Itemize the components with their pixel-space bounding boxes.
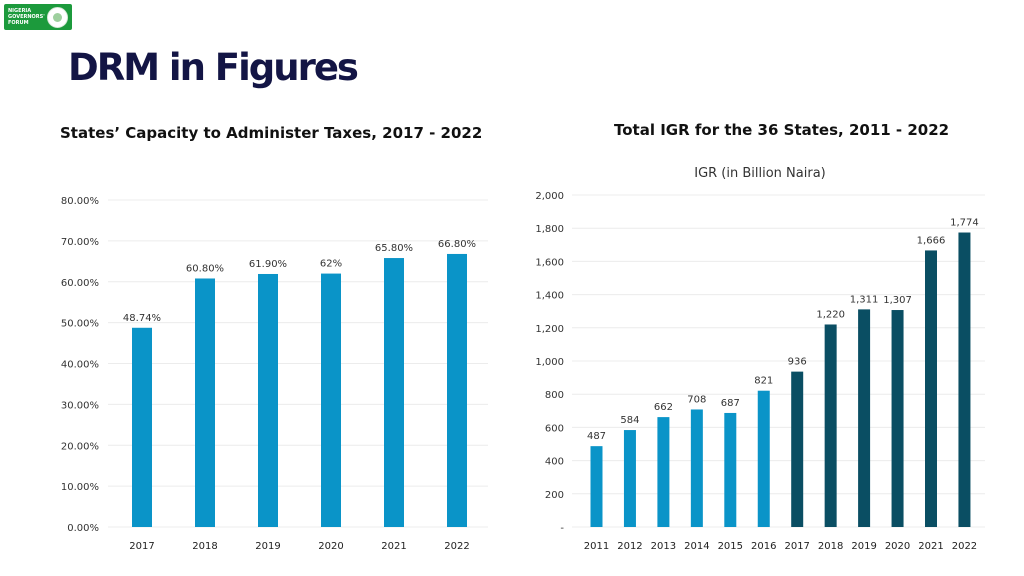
x-tick-label-2015: 2015 [718, 541, 743, 552]
data-label-2019: 61.90% [249, 259, 287, 270]
x-tick-label-2014: 2014 [684, 541, 709, 552]
x-tick-label-2011: 2011 [584, 541, 609, 552]
chart-title-total-igr: Total IGR for the 36 States, 2011 - 2022 [614, 121, 950, 139]
data-label-2016: 821 [754, 376, 773, 387]
y-tick-label: 600 [545, 423, 564, 434]
chart-title-tax-capacity: States’ Capacity to Administer Taxes, 20… [60, 124, 483, 142]
y-tick-label: 10.00% [61, 482, 99, 493]
x-tick-label-2022: 2022 [444, 541, 469, 552]
x-tick-label-2013: 2013 [651, 541, 676, 552]
data-label-2012: 584 [620, 415, 639, 426]
chart-legend-igr: IGR (in Billion Naira) [694, 166, 826, 181]
data-label-2017: 48.74% [123, 313, 161, 324]
bar-2012 [623, 430, 636, 527]
nigeria-governors-forum-logo: NIGERIA GOVERNORS' FORUM [4, 4, 72, 30]
data-label-2022: 66.80% [438, 239, 476, 250]
bar-2014 [690, 409, 703, 527]
data-label-2020: 1,307 [883, 295, 912, 306]
bar-2022 [447, 253, 467, 527]
data-label-2011: 487 [587, 431, 606, 442]
y-tick-label: 800 [545, 390, 564, 401]
bar-2017 [791, 371, 804, 527]
y-tick-label: 200 [545, 490, 564, 501]
y-tick-label: - [560, 523, 564, 534]
bar-2021 [384, 258, 404, 527]
data-label-2014: 708 [687, 394, 706, 405]
x-tick-label-2012: 2012 [617, 541, 642, 552]
bar-2022 [958, 232, 971, 528]
bar-2018 [824, 324, 837, 527]
y-tick-label: 1,600 [535, 257, 564, 268]
bar-2020 [321, 273, 341, 527]
y-tick-label: 1,000 [535, 357, 564, 368]
y-tick-label: 400 [545, 457, 564, 468]
bar-2011 [590, 446, 603, 527]
y-tick-label: 50.00% [61, 319, 99, 330]
y-tick-label: 20.00% [61, 441, 99, 452]
x-tick-label-2017: 2017 [129, 541, 154, 552]
x-tick-label-2021: 2021 [381, 541, 406, 552]
y-tick-label: 1,800 [535, 224, 564, 235]
bar-2013 [657, 417, 670, 527]
logo-seal-icon [47, 7, 68, 28]
data-label-2018: 60.80% [186, 263, 224, 274]
x-tick-label-2018: 2018 [192, 541, 217, 552]
data-label-2019: 1,311 [850, 294, 879, 305]
logo-text: NIGERIA GOVERNORS' FORUM [8, 8, 45, 26]
bar-2018 [195, 278, 215, 527]
data-label-2015: 687 [721, 398, 740, 409]
page-title: DRM in Figures [68, 46, 359, 89]
y-tick-label: 40.00% [61, 360, 99, 371]
bar-2019 [858, 309, 871, 527]
x-tick-label-2017: 2017 [784, 541, 809, 552]
bar-2021 [925, 250, 937, 527]
x-tick-label-2020: 2020 [885, 541, 910, 552]
bar-2015 [724, 412, 737, 527]
y-tick-label: 1,200 [535, 324, 564, 335]
data-label-2020: 62% [320, 259, 342, 270]
y-tick-label: 30.00% [61, 400, 99, 411]
bar-2020 [891, 310, 904, 527]
data-label-2013: 662 [654, 402, 673, 413]
data-label-2021: 1,666 [917, 235, 946, 246]
data-label-2021: 65.80% [375, 243, 413, 254]
data-label-2022: 1,774 [950, 218, 979, 229]
bar-2016 [757, 390, 770, 527]
x-tick-label-2021: 2021 [918, 541, 943, 552]
x-tick-label-2020: 2020 [318, 541, 343, 552]
y-tick-label: 0.00% [67, 523, 99, 534]
data-label-2018: 1,220 [816, 309, 845, 320]
y-tick-label: 1,400 [535, 291, 564, 302]
x-tick-label-2018: 2018 [818, 541, 843, 552]
y-tick-label: 2,000 [535, 191, 564, 202]
x-tick-label-2019: 2019 [851, 541, 876, 552]
x-tick-label-2019: 2019 [255, 541, 280, 552]
x-tick-label-2022: 2022 [952, 541, 977, 552]
y-tick-label: 70.00% [61, 237, 99, 248]
bar-2019 [258, 273, 278, 527]
y-tick-label: 60.00% [61, 278, 99, 289]
bar-2017 [132, 327, 152, 527]
y-tick-label: 80.00% [61, 196, 99, 207]
x-tick-label-2016: 2016 [751, 541, 776, 552]
data-label-2017: 936 [788, 357, 807, 368]
